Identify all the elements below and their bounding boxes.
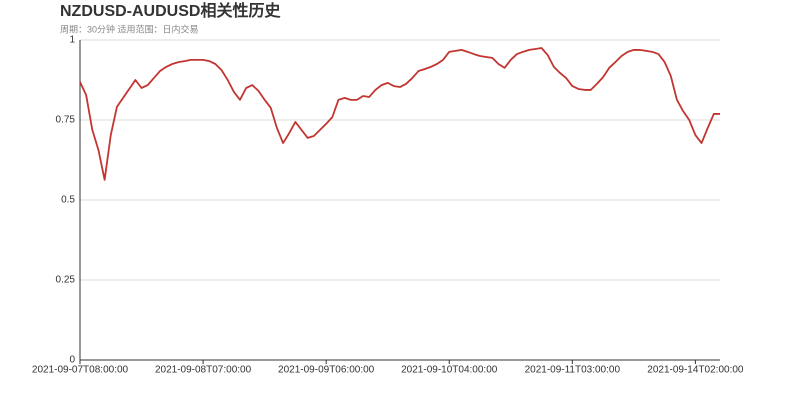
chart-subtitle: 周期：30分钟 适用范围：日内交易 xyxy=(60,23,199,34)
chart-title: NZDUSD-AUDUSD相关性历史 xyxy=(60,1,281,20)
line-series xyxy=(79,47,720,181)
y-tick-label: 0.5 xyxy=(61,195,75,206)
x-tick-label: 2021-09-14T02:00:00 xyxy=(647,365,744,376)
x-tick-label: 2021-09-07T08:00:00 xyxy=(32,365,129,376)
x-tick-label: 2021-09-08T07:00:00 xyxy=(155,365,252,376)
x-tick-label: 2021-09-11T03:00:00 xyxy=(525,365,621,376)
y-tick-label: 0.25 xyxy=(56,275,76,286)
x-tick-label: 2021-09-10T04:00:00 xyxy=(401,365,498,376)
y-tick-label: 0.75 xyxy=(56,115,76,126)
y-tick-label: 1 xyxy=(69,35,75,46)
y-tick-label: 0 xyxy=(69,355,75,366)
x-tick-label: 2021-09-09T06:00:00 xyxy=(278,365,375,376)
